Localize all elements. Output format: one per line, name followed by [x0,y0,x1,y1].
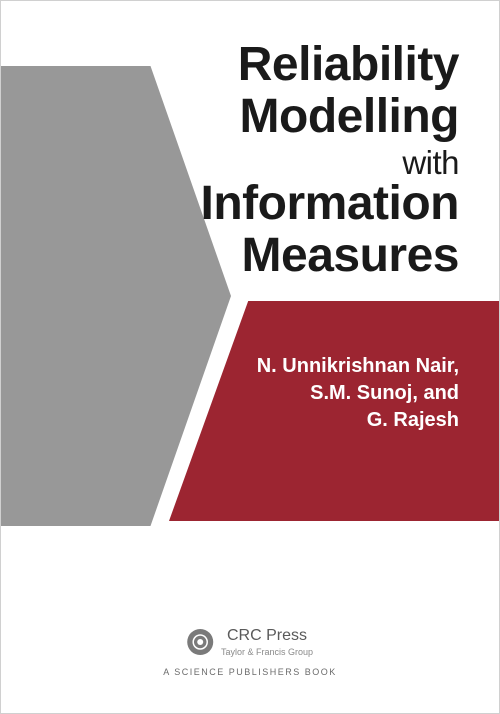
title-line-2: Modelling [201,91,459,143]
author-line-3: G. Rajesh [257,407,459,434]
publisher-row: CRC Press Taylor & Francis Group [163,627,337,657]
publisher-text-wrap: CRC Press Taylor & Francis Group [221,627,313,657]
author-line-2: S.M. Sunoj, and [257,380,459,407]
title-with: with [201,145,459,181]
title-line-1: Reliability [201,39,459,91]
publisher-name: CRC Press [221,627,313,645]
title-line-4: Measures [201,230,459,282]
author-line-1: N. Unnikrishnan Nair, [257,353,459,380]
publisher-subtitle: Taylor & Francis Group [221,647,313,657]
authors-block: N. Unnikrishnan Nair, S.M. Sunoj, and G.… [257,353,459,434]
publisher-tagline: A SCIENCE PUBLISHERS BOOK [163,667,337,677]
publisher-block: CRC Press Taylor & Francis Group A SCIEN… [163,627,337,677]
book-cover: Reliability Modelling with Information M… [0,0,500,714]
title-line-3: Information [201,178,459,230]
crc-logo-icon [187,629,213,655]
title-block: Reliability Modelling with Information M… [201,39,459,282]
